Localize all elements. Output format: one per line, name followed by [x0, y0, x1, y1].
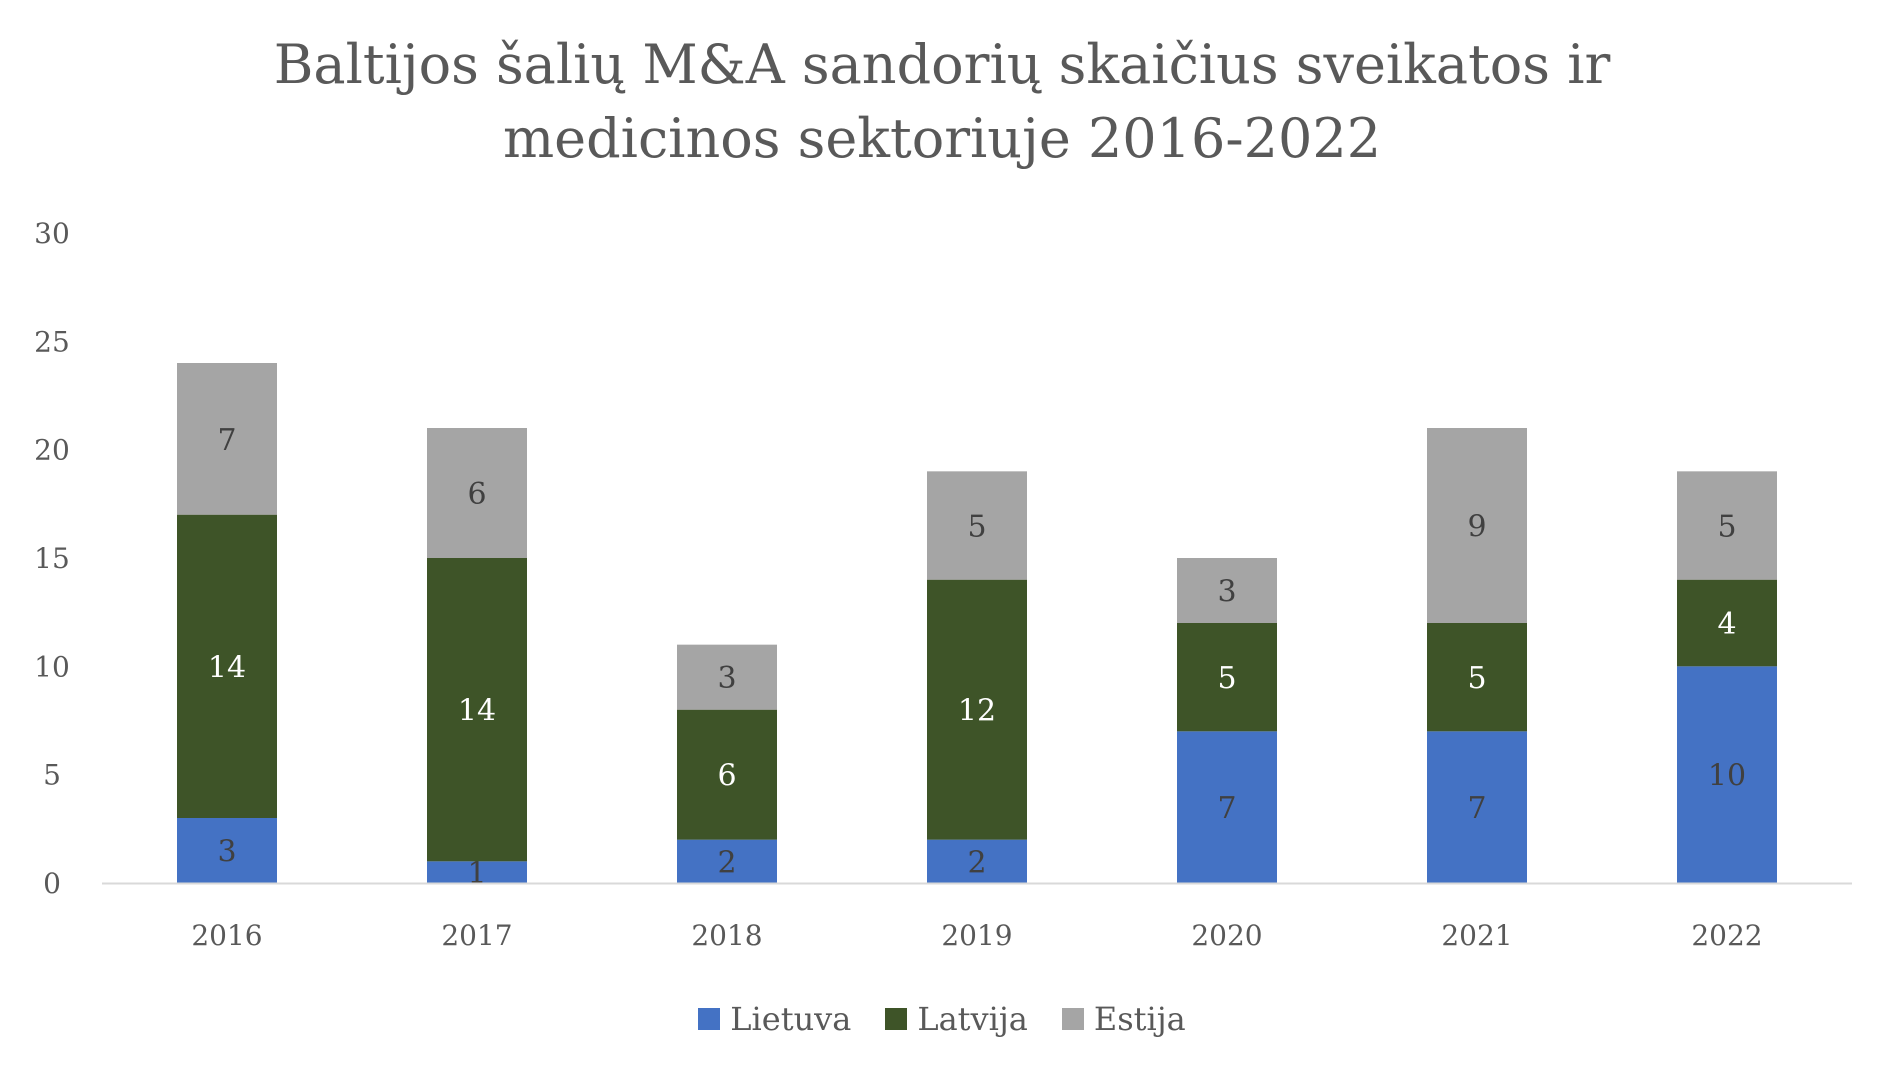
legend-item-latvija: Latvija [885, 1000, 1028, 1038]
data-label-latvija-2019: 12 [958, 694, 996, 729]
x-tick-label-2019: 2019 [941, 919, 1012, 952]
bar-estija-2019 [927, 471, 1027, 580]
legend-label-latvija: Latvija [917, 1000, 1028, 1038]
bar-estija-2021 [1427, 428, 1527, 623]
data-label-latvija-2021: 5 [1467, 661, 1486, 696]
legend-swatch-estija [1061, 1008, 1084, 1030]
y-tick-label-25: 25 [34, 325, 70, 358]
y-tick-label-20: 20 [34, 434, 70, 467]
y-tick-label-30: 30 [34, 217, 70, 250]
bar-lietuva-2016 [177, 818, 277, 883]
data-label-lietuva-2019: 2 [967, 845, 986, 880]
chart-title: Baltijos šalių M&A sandorių skaičius sve… [0, 28, 1884, 176]
bar-lietuva-2018 [677, 839, 777, 883]
data-label-latvija-2018: 6 [717, 759, 736, 794]
data-label-lietuva-2020: 7 [1217, 791, 1236, 826]
bar-latvija-2018 [677, 709, 777, 840]
bar-latvija-2021 [1427, 623, 1527, 732]
bar-latvija-2022 [1677, 579, 1777, 667]
bar-lietuva-2019 [927, 839, 1027, 883]
data-label-estija-2021: 9 [1467, 510, 1486, 545]
bar-latvija-2020 [1177, 623, 1277, 732]
bar-lietuva-2022 [1677, 666, 1777, 883]
legend-label-lietuva: Lietuva [730, 1000, 852, 1038]
chart-title-line-1: Baltijos šalių M&A sandorių skaičius sve… [273, 33, 1611, 96]
bar-estija-2017 [427, 428, 527, 558]
data-label-latvija-2022: 4 [1717, 607, 1736, 642]
x-tick-label-2022: 2022 [1691, 919, 1762, 952]
bar-lietuva-2017 [427, 861, 527, 883]
x-tick-label-2017: 2017 [441, 919, 512, 952]
data-label-latvija-2020: 5 [1217, 661, 1236, 696]
bar-lietuva-2021 [1427, 731, 1527, 883]
bar-estija-2016 [177, 363, 277, 515]
data-label-estija-2017: 6 [467, 477, 486, 512]
legend-swatch-lietuva [698, 1008, 721, 1030]
x-tick-label-2020: 2020 [1191, 919, 1262, 952]
data-label-estija-2019: 5 [967, 510, 986, 545]
data-label-lietuva-2022: 10 [1708, 759, 1746, 794]
legend-item-lietuva: Lietuva [698, 1000, 851, 1038]
data-label-latvija-2017: 14 [458, 694, 496, 729]
legend-item-estija: Estija [1061, 1000, 1186, 1038]
data-label-estija-2022: 5 [1717, 510, 1736, 545]
bar-estija-2018 [677, 644, 777, 710]
bar-latvija-2016 [177, 514, 277, 818]
bar-estija-2022 [1677, 471, 1777, 580]
data-label-estija-2016: 7 [217, 423, 236, 458]
x-tick-label-2016: 2016 [191, 919, 262, 952]
data-label-lietuva-2021: 7 [1467, 791, 1486, 826]
legend-swatch-latvija [885, 1008, 908, 1030]
legend: Lietuva Latvija Estija [0, 1000, 1884, 1038]
data-label-lietuva-2017: 1 [467, 856, 486, 891]
bar-latvija-2019 [927, 579, 1027, 840]
y-tick-label-15: 15 [34, 542, 70, 575]
bar-latvija-2017 [427, 558, 527, 862]
legend-label-estija: Estija [1093, 1000, 1186, 1038]
y-tick-label-0: 0 [43, 867, 61, 900]
data-label-latvija-2016: 14 [208, 650, 246, 685]
data-label-lietuva-2016: 3 [217, 835, 236, 870]
x-tick-label-2021: 2021 [1441, 919, 1512, 952]
bar-estija-2020 [1177, 558, 1277, 623]
data-label-estija-2020: 3 [1217, 575, 1236, 610]
chart-title-line-2: medicinos sektoriuje 2016-2022 [502, 107, 1382, 170]
y-tick-label-5: 5 [43, 759, 61, 792]
x-tick-label-2018: 2018 [691, 919, 762, 952]
data-label-lietuva-2018: 2 [717, 845, 736, 880]
y-tick-label-10: 10 [34, 650, 70, 683]
bar-lietuva-2020 [1177, 731, 1277, 883]
data-label-estija-2018: 3 [717, 661, 736, 696]
